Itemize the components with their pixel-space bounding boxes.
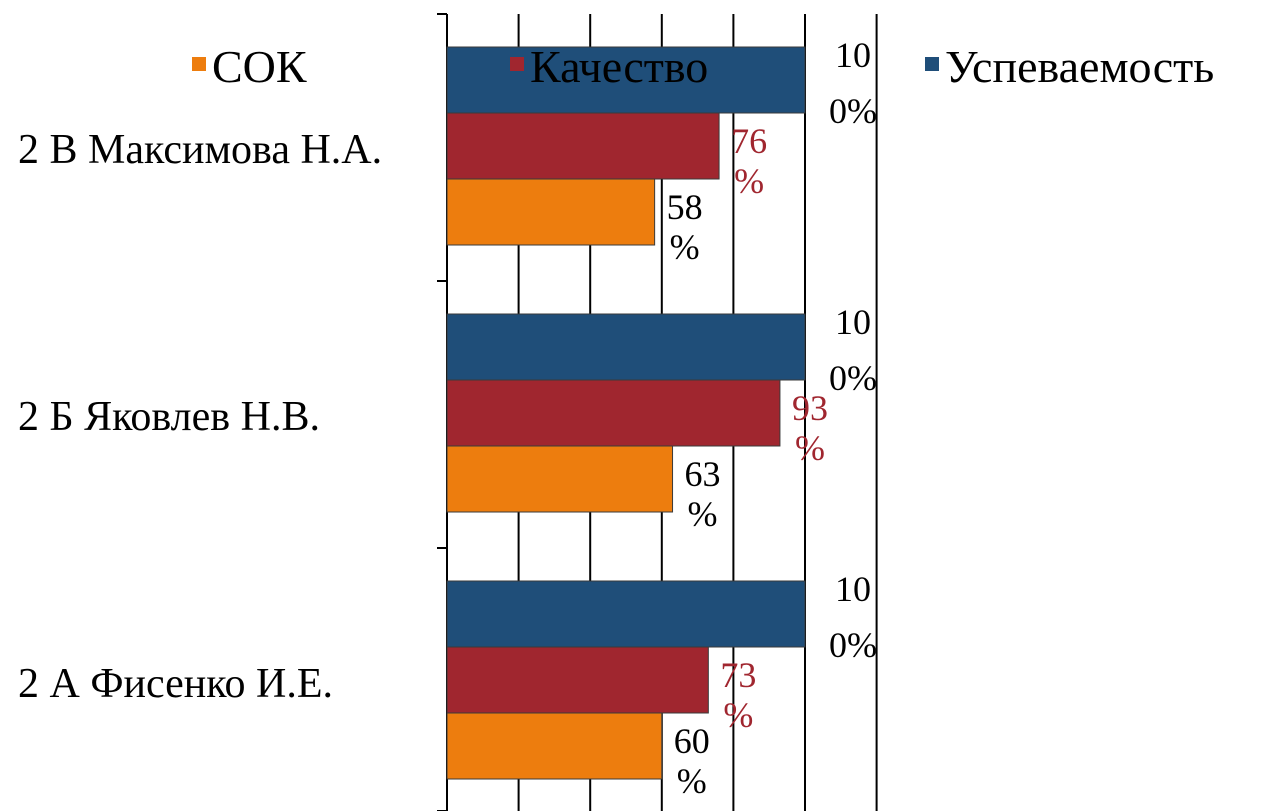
legend: СОК Качество Успеваемость	[192, 41, 1214, 92]
data-label-0-2-1: %	[677, 761, 707, 801]
data-label-1-2-1: %	[723, 695, 753, 735]
category-labels: 2 В Максимова Н.А. 2 Б Яковлев Н.В. 2 А Фи…	[18, 127, 382, 707]
data-label-1-1-0: 93	[792, 388, 828, 428]
bar-2-2	[446, 580, 806, 648]
data-labels: 100%76%58%100%93%63%100%73%60%	[667, 35, 877, 801]
category-axis	[437, 13, 447, 811]
legend-swatch-2	[925, 57, 939, 71]
category-label-0: 2 В Максимова Н.А.	[18, 127, 382, 173]
data-label-2-0-1: 0%	[829, 91, 877, 131]
bar-2-1	[446, 313, 806, 381]
bar-1-2	[446, 646, 709, 714]
data-label-1-0-1: %	[734, 161, 764, 201]
bar-0-2	[446, 712, 663, 780]
legend-swatch-1	[510, 57, 524, 71]
legend-label-2: Успеваемость	[945, 41, 1214, 92]
bar-0-0	[446, 178, 656, 246]
data-label-1-2-0: 73	[720, 655, 756, 695]
data-label-0-0-1: %	[670, 227, 700, 267]
bar-1-0	[446, 112, 720, 180]
data-label-1-1-1: %	[795, 428, 825, 468]
data-label-0-2-0: 60	[674, 721, 710, 761]
data-label-2-2-0: 10	[835, 569, 871, 609]
category-label-1: 2 Б Яковлев Н.В.	[18, 394, 320, 440]
data-label-2-1-1: 0%	[829, 358, 877, 398]
legend-label-1: Качество	[530, 41, 708, 92]
category-label-2: 2 А Фисенко И.Е.	[18, 661, 333, 707]
data-label-0-0-0: 58	[667, 187, 703, 227]
legend-label-0: СОК	[212, 41, 307, 92]
data-label-2-1-0: 10	[835, 302, 871, 342]
data-label-0-1-0: 63	[685, 454, 721, 494]
data-label-2-2-1: 0%	[829, 625, 877, 665]
data-label-0-1-1: %	[688, 494, 718, 534]
bars	[446, 46, 806, 780]
bar-1-1	[446, 379, 781, 447]
legend-swatch-0	[192, 57, 206, 71]
bar-0-1	[446, 445, 674, 513]
data-label-2-0-0: 10	[835, 35, 871, 75]
data-label-1-0-0: 76	[731, 121, 767, 161]
